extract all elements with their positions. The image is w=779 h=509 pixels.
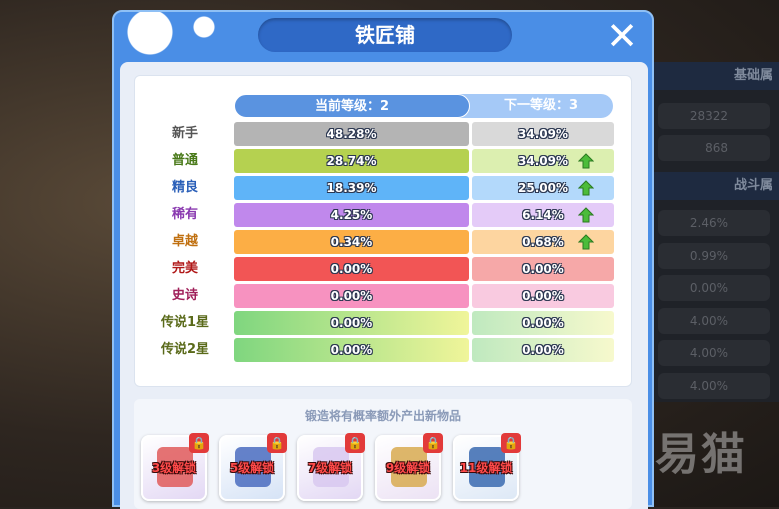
rarity-label: 传说2星 [160, 342, 210, 357]
locked-item-slot[interactable]: 🔒 5级解锁 [219, 433, 287, 501]
combat-attr-value: 4.00% [658, 340, 770, 366]
rarity-label: 新手 [171, 126, 198, 141]
base-attr-value: 868 [658, 135, 770, 161]
up-arrow-icon [578, 180, 594, 196]
probability-table: 下一等级：3 当前等级：2 新手 48.28% 34.09% 普通 28.74% … [134, 75, 632, 387]
next-probability: 34.09% [472, 122, 614, 146]
current-probability: 48.28% [234, 122, 469, 146]
next-probability: 25.00% [472, 176, 614, 200]
next-probability: 6.14% [472, 203, 614, 227]
next-probability-value: 0.00% [522, 316, 564, 330]
next-probability: 0.00% [472, 311, 614, 335]
next-probability-value: 6.14% [522, 208, 564, 222]
combat-attr-value: 0.00% [658, 275, 770, 301]
lock-icon: 🔒 [423, 433, 443, 453]
next-probability: 34.09% [472, 149, 614, 173]
extra-items-hint: 锻造将有概率额外产出新物品 [304, 409, 461, 423]
current-probability: 18.39% [234, 176, 469, 200]
combat-attr-value: 2.46% [658, 210, 770, 236]
current-probability: 28.74% [234, 149, 469, 173]
lock-icon: 🔒 [501, 433, 521, 453]
combat-attr-value: 4.00% [658, 307, 770, 334]
locked-item-slot[interactable]: 🔒 11级解锁 [453, 433, 521, 501]
current-probability: 0.00% [234, 257, 469, 281]
lock-icon: 🔒 [267, 433, 287, 453]
next-probability-value: 0.00% [522, 262, 564, 276]
next-probability-value: 34.09% [518, 154, 568, 168]
next-probability: 0.68% [472, 230, 614, 254]
rarity-label: 精良 [171, 180, 198, 195]
next-probability: 0.00% [472, 338, 614, 362]
attribute-panel-background: 基础属 28322 868 战斗属 2.46% 0.99% 0.00% 4.00% 4.00% 4… [650, 62, 779, 402]
locked-item-slot[interactable]: 🔒 9级解锁 [375, 433, 443, 501]
unlock-level-label: 5级解锁 [229, 461, 275, 475]
rarity-label: 卓越 [171, 234, 198, 249]
unlock-level-label: 11级解锁 [459, 461, 513, 475]
locked-item-slot[interactable]: 🔒 3级解锁 [141, 433, 209, 501]
combat-attr-value: 4.00% [658, 372, 770, 399]
card-icon [157, 447, 193, 487]
combat-attr-value: 0.99% [658, 242, 770, 269]
base-attr-header: 基础属 [650, 62, 779, 90]
current-level-header: 当前等级：2 [234, 94, 470, 118]
lock-icon: 🔒 [189, 433, 209, 453]
extra-items-section: 锻造将有概率额外产出新物品 🔒 3级解锁 🔒 5级解锁 🔒 7级解锁 🔒 9级解… [134, 399, 632, 509]
base-attr-value: 28322 [658, 103, 770, 129]
up-arrow-icon [578, 153, 594, 169]
next-level-header: 下一等级：3 [455, 94, 613, 118]
dialog-title: 铁匠铺 [258, 18, 512, 52]
next-probability-value: 0.00% [522, 343, 564, 357]
splash-decoration [114, 12, 234, 62]
scorpion-icon [469, 447, 505, 487]
current-probability: 0.00% [234, 311, 469, 335]
book-icon [235, 447, 271, 487]
current-probability: 4.25% [234, 203, 469, 227]
unlock-level-label: 7级解锁 [307, 461, 353, 475]
next-probability-value: 25.00% [518, 181, 568, 195]
lock-icon: 🔒 [345, 433, 365, 453]
up-arrow-icon [578, 207, 594, 223]
next-probability-value: 34.09% [518, 127, 568, 141]
current-probability: 0.00% [234, 284, 469, 308]
up-arrow-icon [578, 234, 594, 250]
feather-icon [313, 447, 349, 487]
next-probability-value: 0.00% [522, 289, 564, 303]
blacksmith-dialog: 铁匠铺 ✕ 下一等级：3 当前等级：2 新手 48.28% 34.09% 普通 2… [112, 10, 654, 509]
current-probability: 0.34% [234, 230, 469, 254]
dialog-body: 下一等级：3 当前等级：2 新手 48.28% 34.09% 普通 28.74% … [120, 62, 648, 509]
next-probability: 0.00% [472, 284, 614, 308]
unlock-level-label: 3级解锁 [151, 461, 197, 475]
rarity-label: 传说1星 [160, 315, 210, 330]
watermark: 易猫 [655, 429, 747, 480]
scroll-icon [391, 447, 427, 487]
combat-attr-header: 战斗属 [650, 172, 779, 200]
rarity-label: 普通 [171, 153, 198, 168]
current-probability: 0.00% [234, 338, 469, 362]
next-probability-value: 0.68% [522, 235, 564, 249]
unlock-level-label: 9级解锁 [385, 461, 431, 475]
locked-item-slot[interactable]: 🔒 7级解锁 [297, 433, 365, 501]
next-probability: 0.00% [472, 257, 614, 281]
rarity-label: 稀有 [171, 207, 198, 222]
rarity-label: 史诗 [171, 288, 198, 303]
rarity-label: 完美 [171, 261, 198, 276]
close-button[interactable]: ✕ [606, 14, 638, 58]
